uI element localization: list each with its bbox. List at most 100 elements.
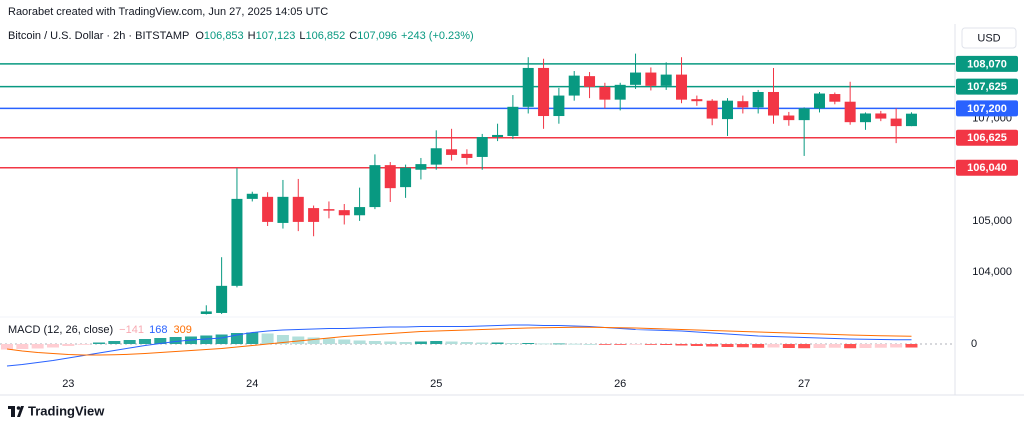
symbol-title: Bitcoin / U.S. Dollar · 2h · BITSTAMP [8,30,189,42]
header: Raorabet created with TradingView.com, J… [8,6,328,18]
footer-brand: TradingView [28,403,105,418]
macd-histogram-bar [368,341,381,344]
macd-histogram-bar [353,340,366,344]
candle-body [538,67,550,117]
macd-histogram-bar [629,344,642,345]
macd-histogram-bar [782,344,795,348]
candle-body [691,99,703,102]
candle-body [905,113,917,127]
candle-body [200,311,212,314]
ohlc-key: L [299,30,305,42]
candle-body [660,74,672,86]
macd-y-tick-label: 0 [971,338,977,350]
macd-histogram-bar [491,342,504,344]
macd-histogram-bar [307,337,320,344]
macd-histogram-bar [859,344,872,348]
macd-histogram-bar [690,344,703,346]
candle-body [262,196,274,222]
ohlc-value: 107,096 [357,30,397,42]
macd-histogram-bar [261,333,274,344]
macd-histogram-bar [460,342,473,344]
price-line-label: 106,625 [967,132,1007,144]
price-line-label: 107,200 [967,103,1007,115]
candle-body [415,164,427,170]
macd-histogram-bar [506,343,519,344]
ohlc-value: 107,123 [256,30,296,42]
candle-body [476,137,488,157]
macd-histogram-bar [138,339,151,344]
ohlc-value: 106,852 [306,30,346,42]
candle-body [783,115,795,121]
macd-histogram-bar [169,337,182,344]
macd-histogram-bar [752,344,765,348]
macd-histogram-bar [706,344,719,347]
currency-box [961,27,1017,49]
ohlc-key: H [248,30,256,42]
macd-histogram-bar [522,343,535,344]
macd-histogram-bar [675,344,688,346]
candle-body [875,113,887,119]
macd-histogram-bar [384,341,397,344]
macd-histogram-bar [568,343,581,345]
macd-histogram-bar [92,342,105,344]
candle-body [338,210,350,216]
x-tick-label: 24 [246,378,258,390]
candle-body [722,100,734,120]
macd-histogram-bar [200,335,213,344]
macd-histogram-bar [154,338,167,344]
macd-histogram-bar [292,336,305,344]
candle-body [246,193,258,199]
macd-histogram-bar [736,344,749,348]
x-tick-label: 25 [430,378,442,390]
macd-histogram-bar [476,342,489,344]
x-tick-label: 26 [614,378,626,390]
candle-body [553,95,565,117]
candle-body [706,100,718,119]
candle-body [676,74,688,100]
price-line-tag [956,159,1018,176]
macd-histogram-bar [246,332,259,344]
macd-title: MACD (12, 26, close) [8,324,113,336]
candle-body [446,149,458,155]
macd-histogram-bar [828,344,841,348]
price-line-tag [956,100,1018,117]
macd-legend-value: 168 [149,324,167,336]
candle-body [798,108,810,121]
candle-body [430,148,442,165]
macd-histogram-bar [537,343,550,345]
macd-histogram-bar [798,344,811,349]
candle-body [614,84,626,100]
candle-body [568,75,580,96]
currency: USD [977,32,1000,44]
macd-histogram-bar [552,343,565,345]
candle-body [737,101,749,108]
macd-histogram-bar [62,344,75,346]
symbol-line: Bitcoin / U.S. Dollar · 2h · BITSTAMP O10… [8,30,474,42]
macd-histogram-bar [276,335,289,344]
logo [8,406,24,417]
candle-body [630,72,642,85]
macd-legend-value: −141 [119,324,144,336]
ohlc-key: C [349,30,357,42]
macd-histogram-bar [215,334,228,344]
y-tick-label: 105,000 [972,215,1012,227]
macd-line [6,326,912,356]
candle-body [844,101,856,123]
macd-histogram-bar [16,344,29,349]
macd-histogram-bar [813,344,826,348]
macd-histogram-bar [598,344,611,345]
candle-body [829,94,841,102]
macd-histogram-bar [338,339,351,344]
candle-body [384,165,396,189]
candle-body [752,91,764,108]
candle-body [308,208,320,222]
candle-body [323,209,335,211]
macd-histogram-bar [874,344,887,348]
y-tick-label: 104,000 [972,266,1012,278]
candle-body [231,198,243,286]
candle-body [813,93,825,109]
candle-body [216,285,228,313]
macd-histogram-bar [46,344,59,348]
